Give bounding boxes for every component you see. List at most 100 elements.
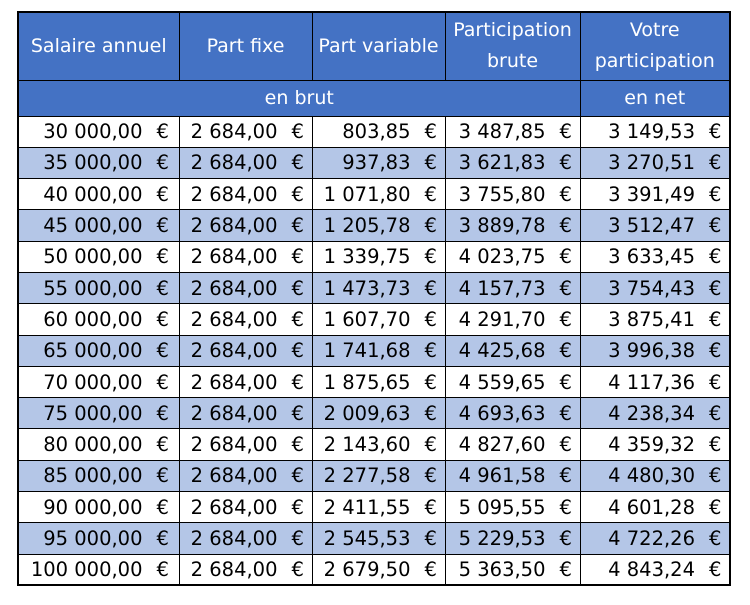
currency-symbol: € xyxy=(156,527,169,550)
currency-symbol: € xyxy=(559,464,572,488)
currency-symbol: € xyxy=(291,151,304,175)
currency-symbol: € xyxy=(559,245,572,269)
currency-symbol: € xyxy=(424,151,437,175)
cell-part-variable: 1 339,75 € xyxy=(311,240,446,273)
cell-votre-participation: 3 996,38 € xyxy=(579,334,731,367)
currency-symbol: € xyxy=(559,307,572,331)
cell-part-fixe: 2 684,00 € xyxy=(178,428,313,461)
cell-votre-participation: 4 359,32 € xyxy=(579,428,731,461)
cell-value: 4 117,36 xyxy=(608,370,695,394)
cell-value: 3 633,45 xyxy=(608,245,695,269)
cell-part-variable: 1 741,68 € xyxy=(311,334,446,367)
cell-value: 1 071,80 xyxy=(323,182,411,206)
cell-part-variable: 2 411,55 € xyxy=(311,491,446,524)
currency-symbol: € xyxy=(291,120,304,144)
cell-value: 40 000,00 xyxy=(43,182,143,206)
cell-value: 3 149,53 xyxy=(608,120,695,144)
cell-participation-brute: 5 095,55 € xyxy=(444,491,581,524)
currency-symbol: € xyxy=(156,151,169,175)
cell-part-variable: 1 473,73 € xyxy=(311,271,446,305)
cell-part-fixe: 2 684,00 € xyxy=(178,209,313,242)
cell-salaire-annuel: 95 000,00 € xyxy=(17,522,180,555)
cell-value: 2 009,63 xyxy=(323,401,411,425)
currency-symbol: € xyxy=(291,401,304,425)
currency-symbol: € xyxy=(156,464,169,488)
cell-value: 2 684,00 xyxy=(190,464,278,488)
cell-part-fixe: 2 684,00 € xyxy=(178,240,313,273)
currency-symbol: € xyxy=(424,401,437,425)
subheader-row: en brut en net xyxy=(17,79,731,117)
table-row: 40 000,00 €2 684,00 €1 071,80 €3 755,80 €3 3… xyxy=(17,178,731,211)
table-row: 45 000,00 €2 684,00 €1 205,78 €3 889,78 €3 5… xyxy=(17,209,731,242)
cell-value: 1 339,75 xyxy=(323,245,411,269)
currency-symbol: € xyxy=(156,182,169,206)
cell-participation-brute: 4 023,75 € xyxy=(444,240,581,273)
table-row: 75 000,00 €2 684,00 €2 009,63 €4 693,63 €4 2… xyxy=(17,397,731,430)
cell-part-fixe: 2 684,00 € xyxy=(178,397,313,430)
cell-value: 2 684,00 xyxy=(190,495,278,519)
cell-value: 4 291,70 xyxy=(458,307,546,331)
currency-symbol: € xyxy=(559,339,572,363)
cell-part-variable: 2 545,53 € xyxy=(311,522,446,555)
cell-part-variable: 1 071,80 € xyxy=(311,178,446,211)
cell-salaire-annuel: 30 000,00 € xyxy=(17,115,180,148)
cell-votre-participation: 3 391,49 € xyxy=(579,178,731,211)
cell-value: 30 000,00 xyxy=(43,120,143,144)
currency-symbol: € xyxy=(559,151,572,175)
cell-value: 3 996,38 xyxy=(608,339,695,363)
currency-symbol: € xyxy=(709,245,722,269)
currency-symbol: € xyxy=(291,339,304,363)
participation-table-container: Salaire annuel Part fixe Part variable P… xyxy=(17,11,731,587)
cell-votre-participation: 4 238,34 € xyxy=(579,397,731,430)
currency-symbol: € xyxy=(709,558,722,582)
cell-salaire-annuel: 50 000,00 € xyxy=(17,240,180,273)
cell-value: 2 684,00 xyxy=(190,527,278,550)
cell-value: 95 000,00 xyxy=(43,527,143,550)
cell-value: 4 359,32 xyxy=(608,433,695,457)
table-row: 65 000,00 €2 684,00 €1 741,68 €4 425,68 €3 9… xyxy=(17,334,731,367)
cell-participation-brute: 4 157,73 € xyxy=(444,271,581,305)
cell-part-variable: 803,85 € xyxy=(311,115,446,148)
currency-symbol: € xyxy=(156,120,169,144)
cell-part-fixe: 2 684,00 € xyxy=(178,459,313,493)
cell-votre-participation: 3 633,45 € xyxy=(579,240,731,273)
cell-value: 45 000,00 xyxy=(43,214,143,238)
currency-symbol: € xyxy=(291,527,304,550)
currency-symbol: € xyxy=(559,182,572,206)
cell-value: 2 684,00 xyxy=(190,558,278,582)
cell-value: 2 684,00 xyxy=(190,401,278,425)
currency-symbol: € xyxy=(559,558,572,582)
currency-symbol: € xyxy=(156,276,169,300)
currency-symbol: € xyxy=(156,214,169,238)
currency-symbol: € xyxy=(709,339,722,363)
cell-value: 2 277,58 xyxy=(323,464,411,488)
cell-part-fixe: 2 684,00 € xyxy=(178,334,313,367)
cell-part-variable: 1 205,78 € xyxy=(311,209,446,242)
cell-value: 1 607,70 xyxy=(323,307,411,331)
currency-symbol: € xyxy=(559,276,572,300)
currency-symbol: € xyxy=(559,214,572,238)
subheader-en-brut: en brut xyxy=(17,79,581,117)
table-row: 50 000,00 €2 684,00 €1 339,75 €4 023,75 €3 6… xyxy=(17,240,731,273)
cell-value: 2 684,00 xyxy=(190,276,278,300)
cell-value: 4 559,65 xyxy=(458,370,546,394)
cell-value: 2 684,00 xyxy=(190,120,278,144)
cell-value: 85 000,00 xyxy=(43,464,143,488)
currency-symbol: € xyxy=(291,182,304,206)
table-row: 30 000,00 €2 684,00 €803,85 €3 487,85 € 3 149… xyxy=(17,115,731,148)
currency-symbol: € xyxy=(156,339,169,363)
cell-votre-participation: 3 270,51 € xyxy=(579,146,731,180)
currency-symbol: € xyxy=(709,433,722,457)
cell-participation-brute: 3 487,85 € xyxy=(444,115,581,148)
header-part-fixe: Part fixe xyxy=(178,11,313,81)
currency-symbol: € xyxy=(424,495,437,519)
cell-salaire-annuel: 70 000,00 € xyxy=(17,365,180,399)
currency-symbol: € xyxy=(424,214,437,238)
currency-symbol: € xyxy=(559,401,572,425)
currency-symbol: € xyxy=(709,527,722,550)
cell-value: 4 238,34 xyxy=(608,401,695,425)
currency-symbol: € xyxy=(424,307,437,331)
currency-symbol: € xyxy=(709,464,722,488)
currency-symbol: € xyxy=(291,370,304,394)
cell-part-fixe: 2 684,00 € xyxy=(178,365,313,399)
